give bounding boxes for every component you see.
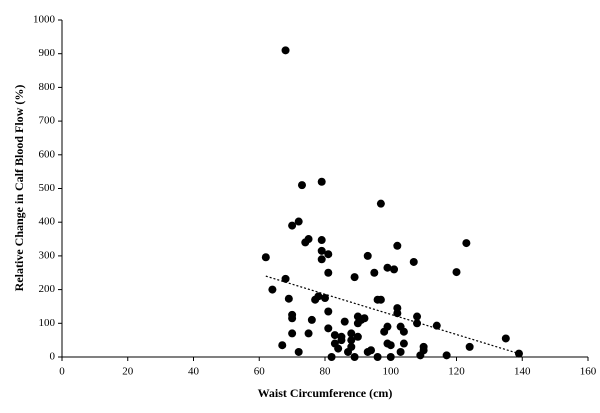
data-point: [324, 307, 333, 316]
x-tick-label: 160: [580, 366, 597, 378]
y-tick-label: 1000: [33, 14, 56, 26]
data-point: [294, 347, 303, 356]
y-tick-label: 100: [39, 317, 56, 329]
y-tick-label: 700: [39, 115, 56, 127]
data-point: [261, 253, 270, 262]
x-axis-title: Waist Circumference (cm): [258, 386, 393, 400]
data-point: [317, 246, 326, 255]
data-point: [304, 235, 313, 244]
data-point: [370, 268, 379, 277]
x-tick-label: 80: [320, 366, 332, 378]
data-point: [288, 221, 297, 230]
data-point: [399, 327, 408, 336]
data-point: [376, 199, 385, 208]
data-point: [350, 273, 359, 282]
data-point: [297, 181, 306, 190]
data-point: [268, 285, 277, 294]
data-point: [281, 46, 290, 55]
data-point: [373, 353, 382, 361]
data-point: [334, 344, 343, 353]
data-point: [386, 353, 395, 361]
data-point: [330, 331, 339, 340]
data-point: [321, 294, 329, 303]
data-point: [324, 268, 333, 277]
x-tick-label: 140: [514, 366, 531, 378]
y-tick-label: 200: [39, 283, 56, 295]
data-point: [324, 324, 333, 333]
x-tick-label: 120: [448, 366, 465, 378]
data-point: [376, 295, 385, 304]
data-point: [337, 336, 346, 345]
x-tick-label: 40: [188, 366, 200, 378]
data-point: [501, 334, 510, 343]
data-point: [288, 329, 297, 338]
data-point: [317, 177, 326, 186]
data-point: [347, 336, 356, 345]
data-point: [317, 255, 326, 264]
data-point: [442, 351, 451, 360]
data-point: [413, 319, 422, 328]
x-tick-label: 100: [383, 366, 400, 378]
data-point: [452, 268, 461, 277]
data-point: [347, 342, 356, 351]
data-point: [432, 321, 441, 330]
data-point: [307, 315, 316, 324]
y-tick-label: 300: [39, 249, 56, 261]
y-tick-label: 800: [39, 81, 56, 93]
data-point: [281, 274, 290, 283]
data-point: [324, 250, 333, 259]
data-point: [393, 309, 402, 318]
data-point: [284, 294, 293, 303]
y-tick-label: 600: [39, 148, 56, 160]
data-point: [314, 292, 323, 301]
y-tick-label: 900: [39, 47, 56, 59]
x-tick-label: 0: [59, 366, 65, 378]
data-point: [390, 265, 399, 274]
y-tick-label: 400: [39, 216, 56, 228]
y-tick-label: 0: [50, 351, 56, 363]
y-tick-label: 500: [39, 182, 56, 194]
x-tick-label: 60: [254, 366, 266, 378]
trendline: [265, 275, 520, 355]
data-point: [386, 341, 395, 350]
data-point: [409, 257, 418, 266]
data-point: [294, 217, 303, 226]
data-point: [383, 322, 392, 331]
data-point: [347, 329, 356, 338]
data-point: [353, 332, 362, 341]
data-point: [393, 241, 402, 250]
data-point: [363, 251, 372, 260]
data-point: [383, 263, 392, 272]
data-point: [399, 339, 408, 348]
data-point: [317, 236, 326, 245]
data-point: [360, 314, 369, 323]
data-point: [413, 312, 422, 321]
data-point: [327, 353, 336, 361]
data-point: [340, 317, 349, 326]
data-point: [350, 353, 359, 361]
data-point: [419, 346, 428, 355]
data-point: [288, 310, 297, 319]
y-axis-title: Relative Change in Calf Blood Flow (%): [12, 85, 26, 292]
data-point: [396, 347, 405, 356]
data-point: [462, 239, 471, 248]
data-point: [367, 346, 376, 355]
data-point: [278, 341, 287, 350]
data-point: [514, 349, 523, 358]
data-point: [304, 329, 313, 338]
data-point: [465, 342, 474, 351]
x-tick-label: 20: [122, 366, 134, 378]
